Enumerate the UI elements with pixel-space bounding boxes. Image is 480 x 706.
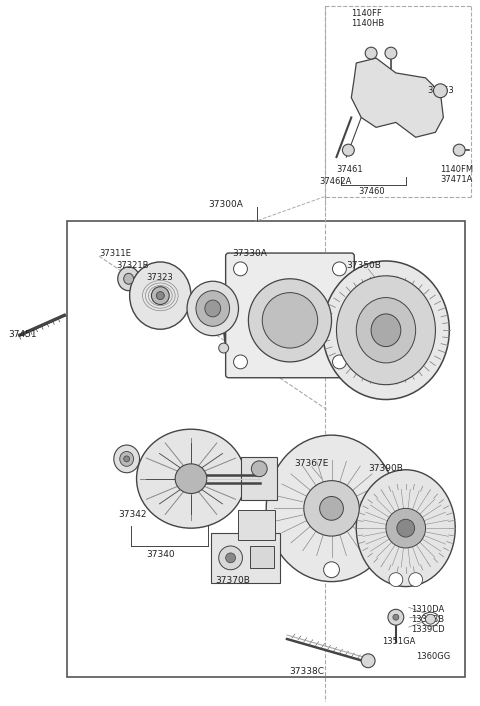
Ellipse shape: [124, 456, 130, 462]
FancyBboxPatch shape: [251, 546, 274, 568]
Circle shape: [365, 47, 377, 59]
Circle shape: [234, 262, 247, 276]
Text: 37350B: 37350B: [347, 261, 381, 270]
FancyBboxPatch shape: [226, 253, 354, 378]
Circle shape: [388, 609, 404, 625]
Circle shape: [234, 355, 247, 369]
Circle shape: [426, 614, 435, 624]
Text: 37323: 37323: [146, 273, 173, 282]
Circle shape: [393, 614, 399, 620]
Ellipse shape: [151, 287, 169, 304]
Circle shape: [397, 519, 415, 537]
Circle shape: [389, 573, 403, 587]
Text: 37332: 37332: [201, 299, 228, 308]
Circle shape: [226, 553, 236, 563]
Circle shape: [385, 47, 397, 59]
Circle shape: [252, 461, 267, 477]
Text: 37321B: 37321B: [117, 261, 149, 270]
Text: 37471A: 37471A: [440, 175, 473, 184]
Polygon shape: [351, 58, 444, 137]
Text: 37390B: 37390B: [368, 464, 403, 473]
Text: 1140HB: 1140HB: [351, 18, 384, 28]
Ellipse shape: [118, 267, 140, 291]
Text: 37311E: 37311E: [99, 249, 131, 258]
Circle shape: [248, 279, 332, 362]
Text: 37451: 37451: [8, 330, 36, 340]
Text: 1338BB: 1338BB: [411, 615, 444, 624]
Text: 1351GA: 1351GA: [382, 637, 415, 646]
Text: 37300A: 37300A: [208, 200, 243, 208]
Ellipse shape: [156, 292, 164, 299]
Circle shape: [219, 343, 228, 353]
Ellipse shape: [266, 435, 397, 582]
FancyBboxPatch shape: [67, 222, 465, 676]
FancyBboxPatch shape: [238, 510, 275, 540]
Ellipse shape: [187, 281, 239, 335]
Circle shape: [262, 292, 318, 348]
Text: 1360GG: 1360GG: [416, 652, 450, 661]
Circle shape: [386, 508, 426, 548]
Ellipse shape: [356, 469, 455, 587]
Text: 1140FM: 1140FM: [440, 165, 473, 174]
FancyBboxPatch shape: [241, 457, 277, 501]
Text: 1310DA: 1310DA: [411, 605, 444, 614]
Text: 37340: 37340: [146, 550, 175, 559]
Ellipse shape: [175, 464, 207, 493]
Circle shape: [433, 84, 447, 97]
Ellipse shape: [323, 261, 449, 400]
Circle shape: [361, 654, 375, 668]
Ellipse shape: [137, 429, 245, 528]
Ellipse shape: [124, 273, 133, 285]
Circle shape: [333, 355, 347, 369]
Text: 37367E: 37367E: [294, 459, 328, 468]
Ellipse shape: [336, 276, 435, 385]
Text: 37330A: 37330A: [233, 249, 267, 258]
FancyBboxPatch shape: [211, 533, 280, 582]
Ellipse shape: [114, 445, 140, 473]
Text: 37338C: 37338C: [289, 666, 324, 676]
Text: 37334: 37334: [201, 311, 228, 319]
Ellipse shape: [130, 262, 191, 329]
Circle shape: [324, 562, 339, 578]
Circle shape: [304, 481, 359, 536]
Ellipse shape: [196, 291, 229, 326]
Circle shape: [342, 144, 354, 156]
Text: 37462A: 37462A: [320, 176, 352, 186]
Ellipse shape: [205, 300, 221, 317]
Ellipse shape: [356, 298, 416, 363]
Text: 37461: 37461: [336, 165, 363, 174]
Text: 37463: 37463: [428, 86, 454, 95]
Circle shape: [333, 262, 347, 276]
Text: 37342: 37342: [119, 510, 147, 520]
Text: 1339CD: 1339CD: [411, 625, 444, 634]
Circle shape: [408, 573, 422, 587]
Circle shape: [219, 546, 242, 570]
Text: 37370B: 37370B: [216, 575, 251, 585]
Text: 37460: 37460: [358, 187, 384, 196]
Ellipse shape: [120, 451, 133, 467]
Ellipse shape: [371, 314, 401, 347]
Text: 1140FF: 1140FF: [351, 8, 382, 18]
Circle shape: [320, 496, 343, 520]
Circle shape: [453, 144, 465, 156]
